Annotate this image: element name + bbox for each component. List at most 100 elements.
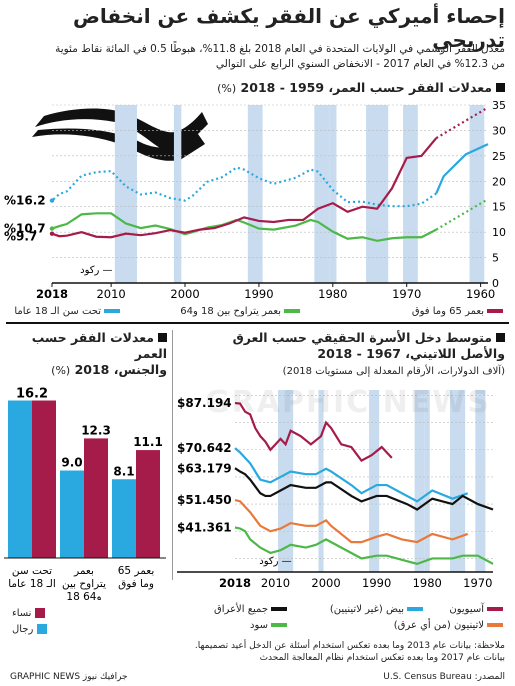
x-tick-label: 1980 [318,287,347,301]
bar-value-label: 8.1 [113,464,134,478]
legend3-hispanic: لاتينيون (من أي عرق) [394,620,503,631]
legend1-seniors: بعمر 65 وما فوق [412,306,503,317]
category-label: تحت سن [12,565,52,577]
section1-unit: (%) [217,82,237,95]
recession-band [450,390,466,572]
value-label: $87.194 [177,396,232,410]
square-icon [496,83,505,92]
legend3-white: بيض (غير لاتينيين) [330,604,423,615]
bar-value-label: 16.2 [16,387,48,402]
recession-band [369,390,380,572]
recession-band [247,105,263,283]
hand-icon [32,108,208,161]
y-tick-label: 0 [492,277,499,290]
category-label: بعمر [73,565,94,577]
bar-men [112,479,136,558]
legend-swatch [487,309,503,313]
legend-swatch [104,309,120,313]
legend3-black: سود [250,620,287,631]
x-tick-label: 2010 [96,287,125,301]
legend3-all-label: جميع الأعراق [214,604,268,615]
bar-value-label: 11.1 [133,435,163,449]
series-line-seniors [51,137,438,239]
value-label: $63.179 [177,461,232,475]
subtitle-line-1: معدل الفقر الرسمي في الولايات المتحدة في… [55,43,505,55]
section1-title-text: معدلات الفقر حسب العمر، 1959 - 2018 [240,80,492,95]
recession-band [329,105,337,283]
value-label: $41.361 [177,521,232,535]
recession-band [424,390,430,572]
bar-women [84,438,108,558]
recession-band [414,390,425,572]
series-endpoint [49,231,55,236]
legend3-asian: آسيويون [449,604,503,615]
bar-value-label: 9.0 [61,456,82,470]
legend-swatch [284,309,300,313]
series-dashed-adults [435,198,489,231]
section-divider [6,322,509,324]
section3-title: متوسط دخل الأسرة الحقيقي حسب العرق والأصل… [175,330,505,362]
legend1-seniors-label: بعمر 65 وما فوق [411,306,484,317]
y-tick-label: 30 [492,124,506,137]
x-tick-label: 1980 [413,576,442,590]
category-label: يتراوح بين [62,578,106,590]
y-tick-label: 5 [492,252,499,265]
recession-label: ركود — [80,265,112,276]
legend-swatch [37,624,48,634]
series-line-hispanic [234,498,469,544]
page-title: إحصاء أميركي عن الفقر يكشف عن انخفاض تدر… [72,4,505,52]
y-tick-label: 10 [492,226,506,239]
category-label: 18 و64 [66,591,101,600]
series-line-black [234,526,494,566]
recession-band [469,105,485,283]
recession-band [475,390,486,572]
legend1-adults-label: بعمر يتراوح بين 18 و64 [180,306,281,317]
square-icon [158,333,167,342]
subtitle-line-2: من 12.3% في العام 2017 - الانخفاض السنوي… [215,58,505,70]
section3-title2: والأصل اللاتيني، 1967 - 2018 [317,346,505,361]
bar-women [136,450,160,558]
x-tick-label: 1990 [244,287,273,301]
section2-unit: (%) [51,364,71,377]
section3-subtitle: (آلاف الدولارات، الأرقام المعدلة إلى مست… [282,366,505,377]
square-icon [496,333,505,342]
series-line-white [234,447,469,503]
x-tick-label: 2010 [261,576,290,590]
section3-title-text: متوسط دخل الأسرة الحقيقي حسب العرق [232,330,492,345]
series-endpoint [49,226,55,231]
end-value-label: %9.7 [4,230,37,244]
legend1-adults: بعمر يتراوح بين 18 و64 [180,306,300,317]
category-label: وما فوق [118,578,154,590]
recession-band [114,105,137,283]
x-tick-label: 1960 [466,287,495,301]
series-endpoint [49,198,55,203]
column-divider [172,330,173,580]
recession-band [318,390,324,572]
recession-band [314,105,330,283]
y-tick-label: 35 [492,99,506,112]
legend-swatch [407,607,423,611]
legend3-white-label: بيض (غير لاتينيين) [329,604,404,615]
end-value-label: %10.7 [4,222,46,236]
y-tick-label: 20 [492,175,506,188]
end-value-label: %16.2 [4,194,46,208]
income-by-race-chart: 2018 2010 2000 1990 1980 1970 $87.194 $70.642 $6… [177,390,494,590]
x-tick-label: 1970 [463,576,492,590]
section2-title-text: معدلات الفقر حسب العمر [31,330,167,361]
value-label: $70.642 [177,441,232,455]
bar-women [32,400,56,558]
section2-title: معدلات الفقر حسب العمر والجنس، 2018 (%) [7,330,167,379]
legend-swatch [271,607,287,611]
x-tick-label: 1970 [392,287,421,301]
legend1-children-label: تحت سن الـ 18 عاما [14,306,101,317]
series-line-children [435,143,489,194]
series-line-asian [234,401,393,463]
legend-swatch [35,608,46,618]
section2-title2: والجنس، 2018 [74,362,167,377]
legend3-all: جميع الأعراق [214,604,287,615]
legend3-hispanic-label: لاتينيون (من أي عرق) [393,620,484,631]
page-subtitle: معدل الفقر الرسمي في الولايات المتحدة في… [10,42,505,72]
source: المصدر: U.S. Census Bureau [383,672,505,682]
footnote: ملاحظة: بيانات عام 2013 وما بعده تعكس اس… [194,641,505,663]
